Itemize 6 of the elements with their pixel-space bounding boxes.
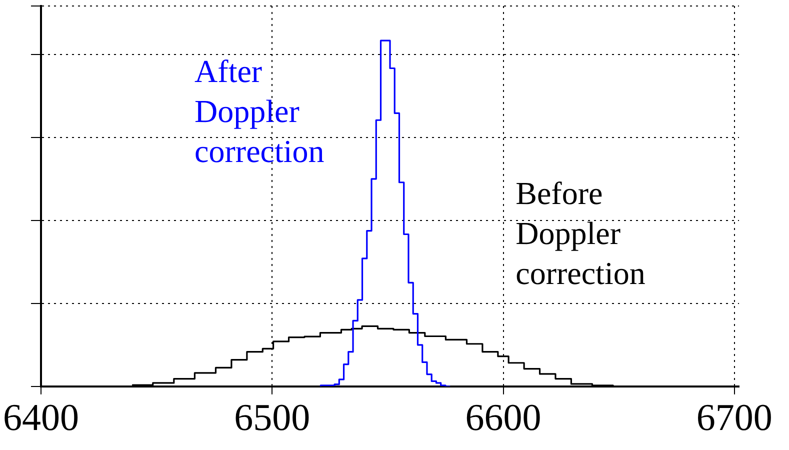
x-tick-label: 6600	[465, 397, 542, 440]
x-tick-label: 6500	[234, 397, 310, 440]
series-label: Before Doppler correction	[516, 174, 646, 291]
series-label: After Doppler correction	[194, 53, 324, 170]
x-tick-label: 6700	[696, 397, 772, 440]
x-tick-label: 6400	[3, 397, 79, 440]
